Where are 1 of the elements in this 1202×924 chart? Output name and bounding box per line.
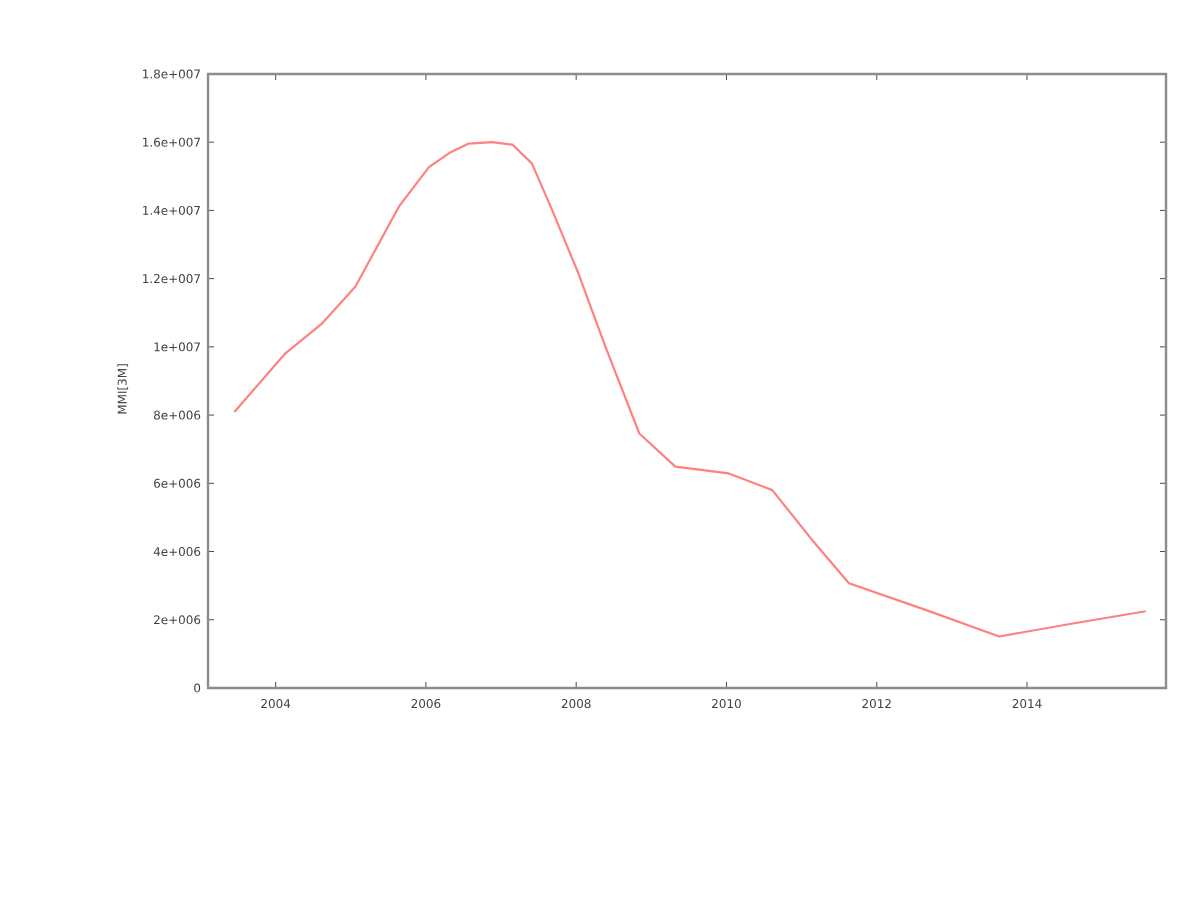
line-series xyxy=(233,141,1147,638)
